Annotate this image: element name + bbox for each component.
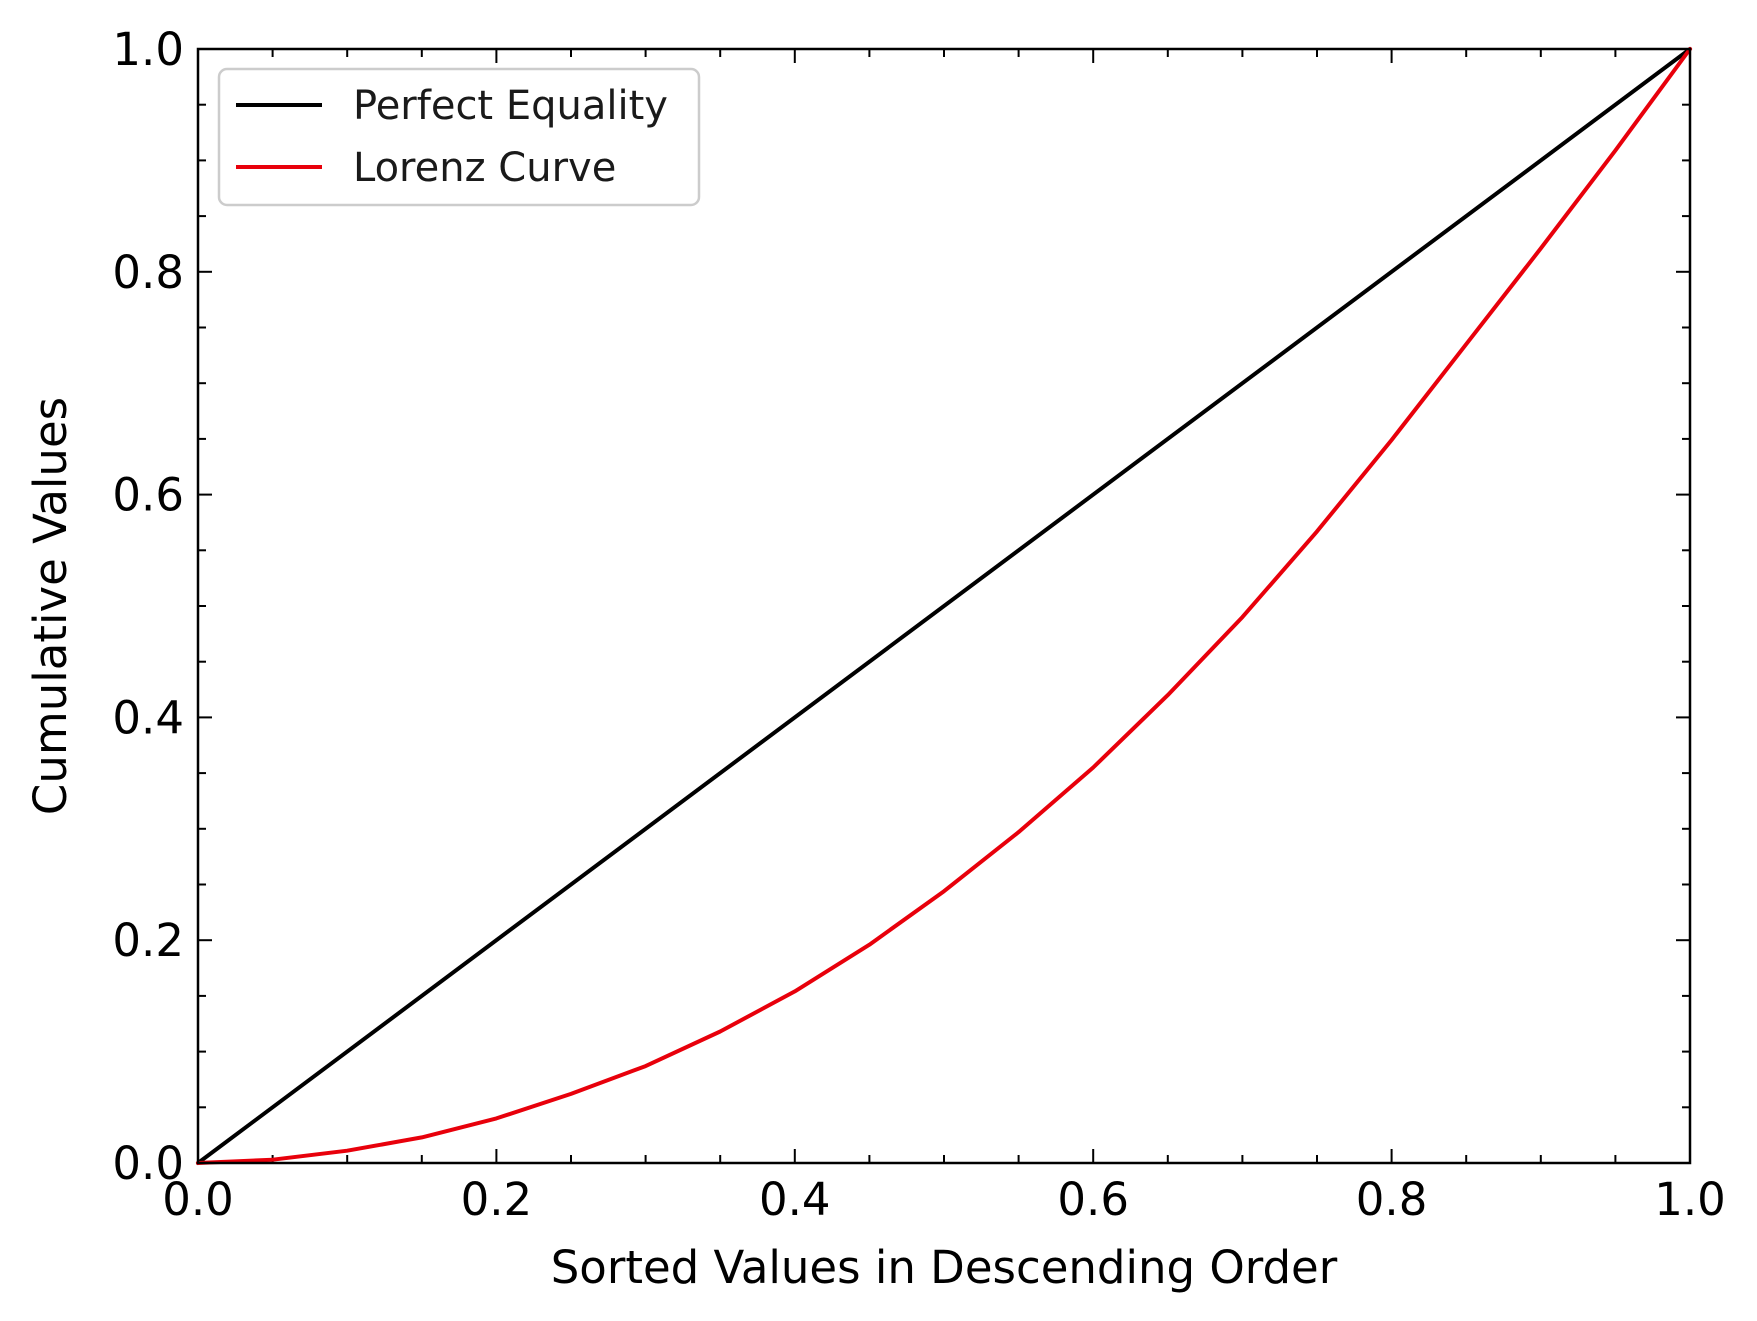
x-tick-label: 0.8 bbox=[1356, 1173, 1428, 1226]
legend: Perfect Equality Lorenz Curve bbox=[217, 67, 701, 207]
x-tick-label: 0.4 bbox=[759, 1173, 831, 1226]
y-tick-label: 0.0 bbox=[112, 1137, 184, 1190]
y-axis-label: Cumulative Values bbox=[24, 397, 77, 815]
x-tick-label: 1.0 bbox=[1654, 1173, 1726, 1226]
y-axis-tick-labels: 0.0 0.2 0.4 0.6 0.8 1.0 bbox=[112, 23, 184, 1190]
minor-ticks bbox=[198, 49, 1690, 1163]
x-tick-label: 0.6 bbox=[1057, 1173, 1129, 1226]
x-tick-label: 0.2 bbox=[461, 1173, 533, 1226]
series-line-lorenz-curve bbox=[196, 47, 1692, 1165]
series-layer bbox=[196, 47, 1692, 1165]
x-tick-label: 0.0 bbox=[162, 1173, 234, 1226]
legend-box bbox=[217, 67, 701, 207]
y-tick-label: 0.6 bbox=[112, 469, 184, 522]
x-axis-label: Sorted Values in Descending Order bbox=[551, 1241, 1338, 1294]
plot-area-frame bbox=[196, 47, 1692, 1165]
y-tick-label: 0.2 bbox=[112, 914, 184, 967]
series-line-perfect-equality bbox=[196, 47, 1692, 1165]
legend-label: Perfect Equality bbox=[353, 83, 668, 129]
legend-label: Lorenz Curve bbox=[353, 145, 616, 191]
y-tick-label: 0.8 bbox=[112, 246, 184, 299]
x-axis-tick-labels: 0.0 0.2 0.4 0.6 0.8 1.0 bbox=[162, 1173, 1726, 1226]
y-tick-label: 0.4 bbox=[112, 691, 184, 744]
y-tick-label: 1.0 bbox=[112, 23, 184, 76]
